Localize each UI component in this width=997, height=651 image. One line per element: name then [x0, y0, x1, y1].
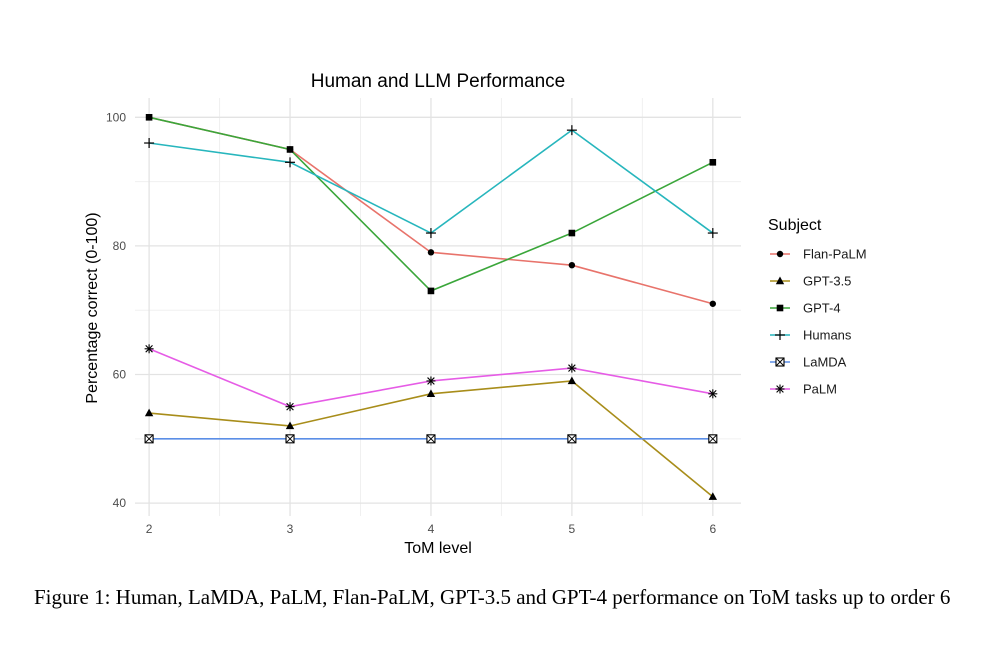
legend-item-flan-palm: Flan-PaLM [770, 247, 867, 262]
data-point-gpt-3-5 [708, 492, 718, 500]
legend-label: PaLM [803, 382, 837, 397]
data-point-humans [707, 228, 718, 239]
legend-key-marker [775, 276, 785, 285]
marker-box-diag2 [285, 434, 295, 444]
data-point-lamda [708, 434, 718, 444]
line-chart: 2 3 4 5 6 40 60 80 100 Subject Flan-PaLM GPT-3.5 G… [84, 71, 867, 557]
legend-key-marker [775, 384, 785, 394]
marker-ast-d2 [427, 377, 435, 385]
y-tick-label: 100 [106, 110, 126, 124]
legend-item-lamda: LaMDA [770, 355, 847, 370]
data-point-lamda [285, 434, 295, 444]
marker-square [568, 229, 576, 237]
y-axis-ticks: 40 60 80 100 [106, 110, 126, 510]
data-point-lamda [144, 434, 154, 444]
marker-square [709, 159, 717, 166]
data-point-gpt-3-5 [567, 376, 577, 385]
marker-ast-d2 [709, 390, 717, 398]
marker-ast-d2 [286, 402, 294, 411]
marker-box-diag2 [775, 357, 785, 367]
legend-key-marker [775, 330, 785, 340]
legend-label: Humans [803, 328, 852, 343]
marker-circle [568, 262, 576, 269]
data-point-gpt-3-5 [285, 421, 295, 430]
series-markers-palm [144, 344, 718, 412]
marker-square [776, 304, 784, 312]
legend-title: Subject [768, 217, 822, 234]
y-tick-label: 40 [113, 496, 127, 510]
marker-box-diag2 [708, 434, 718, 444]
legend-label: GPT-3.5 [803, 274, 851, 289]
x-axis-ticks: 2 3 4 5 6 [146, 522, 717, 536]
data-point-gpt-4 [568, 229, 576, 237]
marker-circle [709, 300, 717, 307]
data-point-flan-palm [427, 249, 435, 256]
y-tick-label: 60 [113, 368, 127, 382]
data-point-flan-palm [709, 300, 717, 307]
marker-ast-d2 [776, 385, 784, 393]
legend-key-marker [775, 357, 785, 367]
marker-triangle [426, 389, 436, 398]
data-point-gpt-4 [286, 146, 294, 153]
legend-label: Flan-PaLM [803, 247, 867, 262]
chart-title: Human and LLM Performance [311, 71, 566, 92]
legend-label: GPT-4 [803, 301, 841, 316]
grid-lines [135, 98, 741, 516]
marker-box-diag2 [426, 434, 436, 444]
data-point-gpt-4 [145, 113, 153, 121]
data-point-palm [426, 376, 436, 386]
data-point-palm [708, 389, 718, 399]
x-tick-label: 6 [709, 522, 716, 536]
y-tick-label: 80 [113, 239, 127, 253]
legend: Subject Flan-PaLM GPT-3.5 GPT-4 Humans LaMDA P… [768, 217, 867, 397]
marker-triangle [144, 408, 154, 417]
marker-triangle [285, 421, 295, 430]
y-axis-label: Percentage correct (0-100) [84, 212, 101, 403]
data-point-palm [144, 344, 154, 354]
data-point-palm [285, 402, 295, 412]
marker-box-diag2 [567, 434, 577, 444]
marker-ast-d2 [145, 345, 153, 353]
data-point-humans [285, 157, 296, 168]
data-point-humans [144, 138, 155, 149]
legend-key-marker [776, 250, 784, 258]
legend-item-gpt-3-5: GPT-3.5 [770, 274, 851, 289]
legend-item-gpt-4: GPT-4 [770, 301, 841, 316]
marker-triangle [775, 276, 785, 285]
marker-circle [427, 249, 435, 256]
data-point-gpt-4 [709, 159, 717, 166]
data-point-gpt-4 [427, 287, 435, 295]
data-point-humans [566, 125, 577, 136]
x-axis-label: ToM level [404, 540, 472, 557]
marker-triangle [708, 492, 718, 500]
x-tick-label: 3 [287, 522, 294, 536]
data-point-flan-palm [568, 262, 576, 269]
legend-item-humans: Humans [770, 328, 852, 343]
data-point-humans [425, 228, 436, 239]
data-point-palm [567, 363, 577, 373]
series-markers-gpt-4 [145, 113, 717, 295]
legend-item-palm: PaLM [770, 382, 837, 397]
legend-label: LaMDA [803, 355, 847, 370]
marker-square [145, 113, 153, 121]
series-layer [144, 113, 718, 500]
marker-triangle [567, 376, 577, 385]
series-markers-gpt-3-5 [144, 376, 718, 500]
marker-square [427, 287, 435, 295]
data-point-lamda [567, 434, 577, 444]
x-tick-label: 5 [569, 522, 576, 536]
data-point-gpt-3-5 [144, 408, 154, 417]
marker-box-diag2 [144, 434, 154, 444]
figure-caption: Figure 1: Human, LaMDA, PaLM, Flan-PaLM,… [34, 585, 951, 609]
x-tick-label: 2 [146, 522, 153, 536]
x-tick-label: 4 [428, 522, 435, 536]
data-point-lamda [426, 434, 436, 444]
legend-key-marker [776, 304, 784, 312]
series-markers-lamda [144, 434, 718, 444]
marker-circle [776, 250, 784, 258]
series-markers-humans [144, 125, 718, 239]
marker-ast-d2 [568, 364, 576, 372]
data-point-gpt-3-5 [426, 389, 436, 398]
marker-square [286, 146, 294, 153]
